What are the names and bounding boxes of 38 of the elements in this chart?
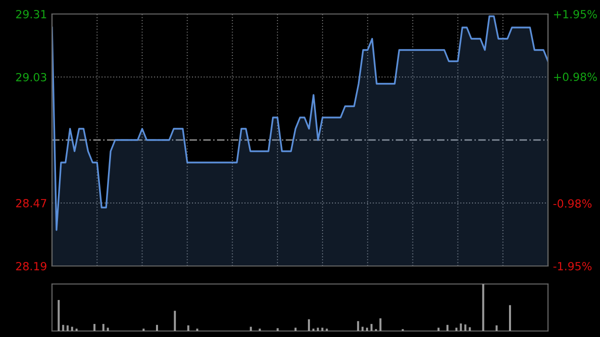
bar [357, 321, 360, 331]
bar [174, 310, 176, 331]
bar [156, 324, 158, 331]
bar [62, 324, 64, 331]
bar [464, 324, 466, 331]
y2-tick-label: -0.98% [553, 199, 592, 208]
bar [455, 328, 458, 331]
bar [316, 328, 319, 331]
bar [496, 325, 498, 331]
bar [468, 327, 471, 331]
y2-tick-label: -1.95% [553, 262, 592, 270]
bar [93, 324, 96, 331]
bar [362, 326, 364, 331]
y-tick-label: 28.47 [16, 198, 46, 208]
bar [276, 328, 279, 331]
bar [58, 300, 60, 331]
bar [66, 325, 69, 331]
bar [250, 326, 252, 331]
bar [321, 328, 324, 331]
y2-tick-label: +1.95% [554, 10, 597, 18]
y-tick-label: 29.03 [16, 72, 46, 82]
y-tick-label: 28.19 [16, 262, 46, 270]
bar [308, 319, 310, 331]
bar [460, 323, 462, 331]
bar [366, 328, 368, 331]
bar [187, 325, 190, 331]
bar [438, 328, 440, 331]
bar [379, 318, 382, 331]
bar [71, 326, 74, 331]
bar [294, 328, 297, 331]
bar [509, 305, 512, 331]
bar [446, 324, 448, 331]
bar [106, 328, 109, 331]
bar [102, 324, 104, 331]
bar [482, 284, 484, 331]
bar [370, 324, 372, 331]
y2-tick-label: +0.98% [554, 72, 597, 82]
y-tick-label: 29.31 [16, 10, 46, 18]
